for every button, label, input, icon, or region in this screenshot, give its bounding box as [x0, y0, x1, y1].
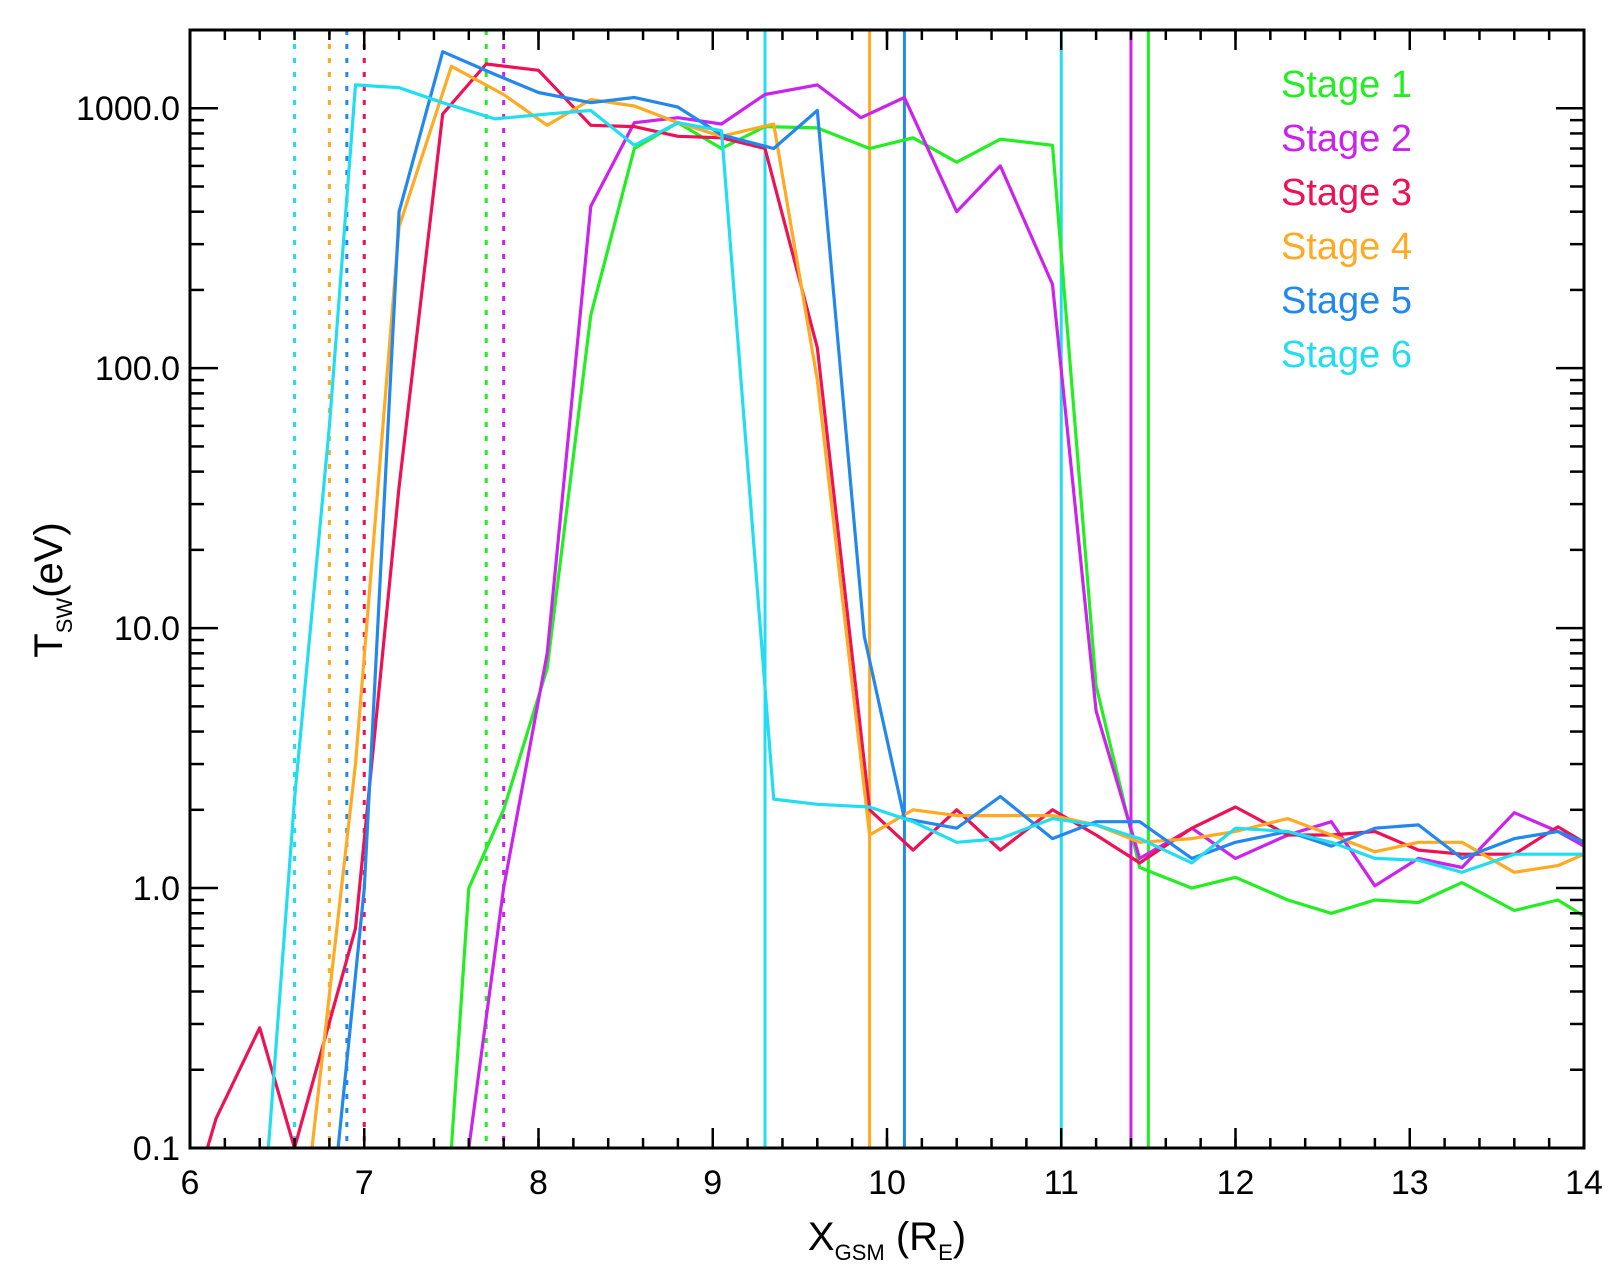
y-tick-label: 1.0 — [133, 870, 180, 908]
legend-label-stage-1: Stage 1 — [1281, 64, 1412, 106]
series-line-stage-1 — [449, 121, 1584, 1148]
x-tick-label: 13 — [1391, 1164, 1429, 1202]
legend-label-stage-3: Stage 3 — [1281, 172, 1412, 214]
x-tick-label: 10 — [868, 1164, 906, 1202]
series-line-stage-5 — [336, 50, 1584, 1148]
boundary-lines — [293, 30, 1150, 1148]
y-tick-label: 0.1 — [133, 1130, 180, 1168]
x-tick-label: 7 — [355, 1164, 374, 1202]
legend-label-stage-2: Stage 2 — [1281, 118, 1412, 160]
x-tick-label: 8 — [529, 1164, 548, 1202]
y-axis-title: TSW(eV) — [27, 522, 77, 657]
legend-label-stage-6: Stage 6 — [1281, 334, 1412, 376]
y-tick-label: 10.0 — [114, 610, 180, 648]
x-tick-label: 6 — [181, 1164, 200, 1202]
tick-labels: 6 7 8 9 10 11 12 13 14 0.1 1.0 10.0 100.0 1000.0 — [76, 90, 1603, 1202]
legend-label-stage-4: Stage 4 — [1281, 226, 1412, 268]
y-tick-label: 1000.0 — [76, 90, 180, 128]
series-line-stage-2 — [467, 83, 1584, 1148]
x-tick-label: 11 — [1044, 1164, 1079, 1202]
axis-ticks — [188, 28, 1586, 1150]
x-tick-label: 14 — [1565, 1164, 1603, 1202]
legend: Stage 1 Stage 2 Stage 3 Stage 4 Stage 5 Stage… — [1281, 64, 1412, 376]
x-tick-label: 12 — [1217, 1164, 1255, 1202]
series-lines — [205, 50, 1584, 1148]
series-line-stage-6 — [266, 83, 1584, 1148]
x-axis-title: XGSM (RE) — [808, 1215, 966, 1265]
y-tick-label: 100.0 — [95, 350, 180, 388]
x-tick-label: 9 — [703, 1164, 722, 1202]
legend-label-stage-5: Stage 5 — [1281, 280, 1412, 322]
